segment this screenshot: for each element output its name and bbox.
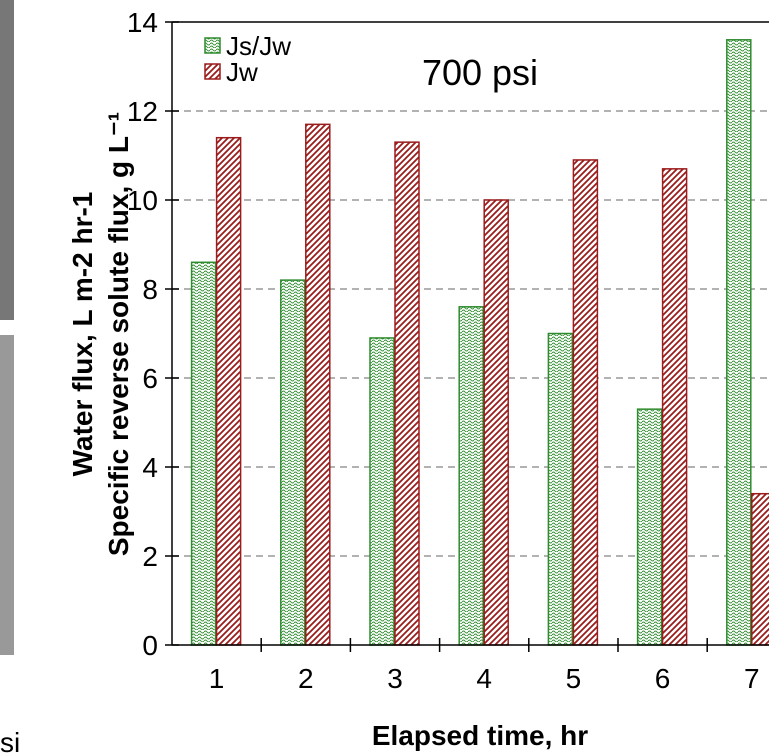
x-tick-label: 7 [744, 663, 760, 694]
bar [369, 337, 395, 646]
x-tick-label: 4 [476, 663, 492, 694]
y-tick-label: 0 [142, 630, 158, 661]
y-axis-label: Water flux, L m-2 hr-1 [67, 192, 98, 477]
cropped-photo [0, 335, 14, 655]
legend-label: Js/Jw [226, 31, 291, 61]
bar [572, 159, 599, 646]
legend-swatch [204, 37, 221, 54]
bar [394, 141, 420, 646]
bar [458, 306, 484, 646]
cropped-text: si [0, 727, 20, 755]
bar [636, 408, 663, 646]
y-tick-label: 8 [142, 274, 158, 305]
cropped-photo [0, 0, 14, 320]
annotation: 700 psi [422, 52, 538, 93]
bar [305, 123, 331, 646]
y-tick-label: 4 [142, 452, 158, 483]
bar [280, 279, 306, 646]
x-axis-label: Elapsed time, hr [372, 720, 588, 751]
y-axis-label: Specific reverse solute flux, g L⁻¹ [103, 112, 134, 556]
legend-swatch [204, 63, 221, 80]
bar [661, 168, 688, 646]
x-tick-label: 1 [209, 663, 225, 694]
y-tick-label: 10 [127, 185, 158, 216]
x-tick-label: 2 [298, 663, 314, 694]
x-tick-label: 5 [566, 663, 582, 694]
x-tick-label: 6 [655, 663, 671, 694]
bar [483, 199, 509, 646]
bar [215, 136, 242, 646]
bar [190, 261, 217, 646]
bar [751, 492, 769, 646]
bar [547, 332, 574, 646]
y-tick-label: 14 [127, 7, 158, 38]
bar [726, 39, 752, 646]
y-tick-label: 6 [142, 363, 158, 394]
x-tick-label: 3 [387, 663, 403, 694]
y-tick-label: 12 [127, 96, 158, 127]
legend-label: Jw [226, 57, 258, 87]
y-tick-label: 2 [142, 541, 158, 572]
